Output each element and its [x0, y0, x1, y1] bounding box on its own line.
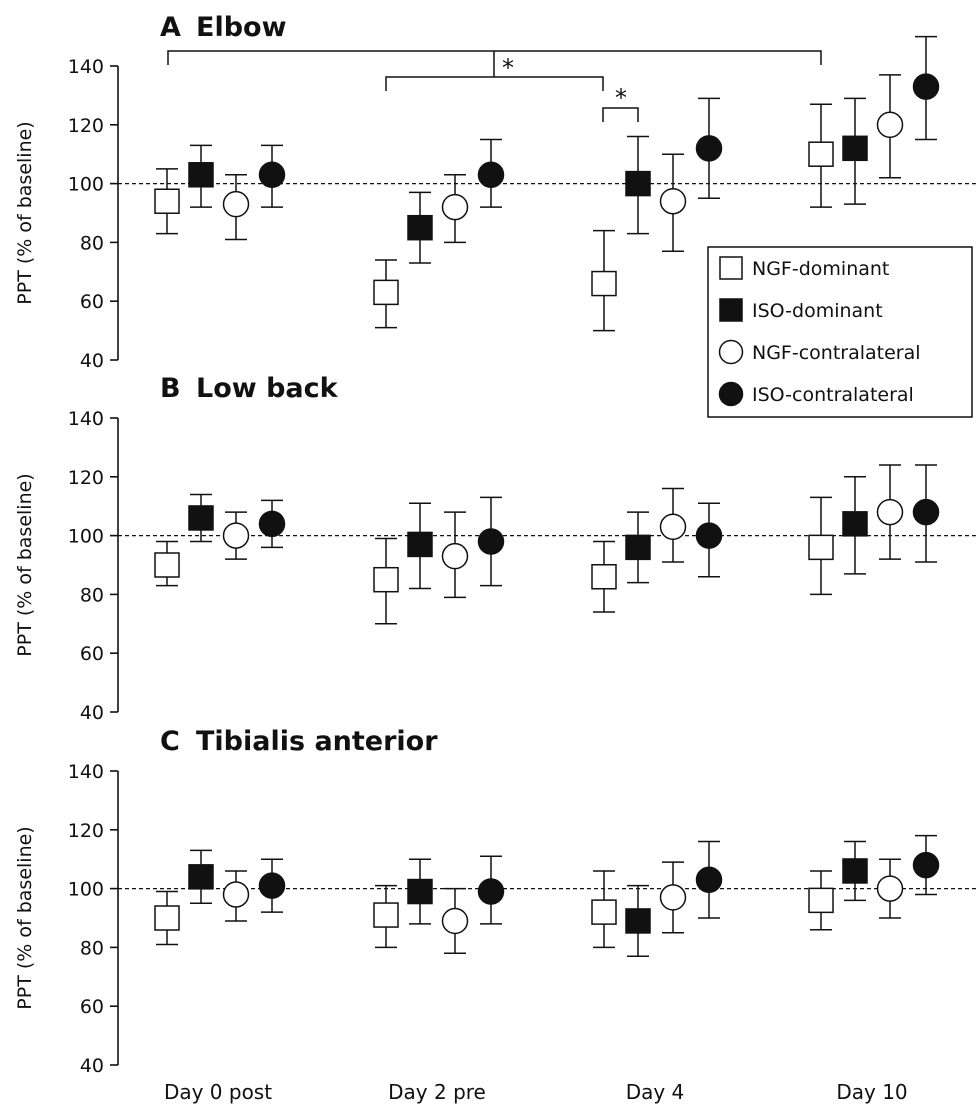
y-tick-label: 120: [68, 115, 104, 137]
data-point-iso-contralateral: [477, 878, 505, 905]
legend-label: NGF-contralateral: [752, 342, 921, 364]
y-tick-label: 120: [68, 467, 104, 489]
data-point-ngf-dominant: [373, 902, 399, 928]
y-tick-label: 140: [68, 408, 104, 430]
y-tick-label: 60: [80, 643, 104, 665]
data-point-iso-dominant: [625, 534, 651, 561]
data-point-iso-contralateral: [477, 528, 505, 555]
data-point-iso-dominant: [842, 135, 868, 162]
panel-letter: A: [160, 12, 181, 43]
y-tick-label: 80: [80, 937, 104, 959]
data-point-ngf-contralateral: [222, 881, 250, 908]
data-point-iso-contralateral: [258, 161, 286, 189]
data-point-iso-dominant: [407, 878, 433, 905]
data-point-iso-contralateral: [912, 498, 940, 526]
y-tick-label: 40: [80, 1055, 104, 1077]
y-tick-label: 40: [80, 702, 104, 724]
data-point-ngf-contralateral: [659, 187, 687, 215]
legend: NGF-dominant ISO-dominant NGF-contralatera…: [707, 246, 973, 418]
data-point-ngf-contralateral: [876, 111, 904, 139]
y-axis-label: PPT (% of baseline): [14, 826, 36, 1009]
significance-bracket: [602, 107, 639, 122]
significance-bracket: [385, 76, 604, 91]
data-point-ngf-contralateral: [659, 884, 687, 911]
panel-title: Elbow: [196, 12, 287, 43]
y-tick-label: 140: [68, 761, 104, 783]
data-point-ngf-contralateral: [222, 522, 250, 549]
y-tick-label: 100: [68, 526, 104, 548]
y-tick-label: 100: [68, 879, 104, 901]
y-tick-label: 60: [80, 291, 104, 313]
panel-letter: C: [160, 726, 180, 757]
x-category-label: Day 0 post: [164, 1080, 272, 1104]
data-point-iso-dominant: [188, 864, 214, 890]
data-point-ngf-contralateral: [441, 193, 469, 221]
y-tick-label: 140: [68, 56, 104, 78]
data-point-ngf-contralateral: [659, 513, 687, 541]
data-point-iso-contralateral: [912, 73, 940, 100]
data-point-iso-dominant: [188, 162, 214, 188]
panel-a: A Elbow 40 60 80 100 120 140 PPT (% of baseline)…: [14, 12, 976, 372]
data-point-iso-dominant: [842, 511, 868, 537]
data-point-ngf-dominant: [154, 905, 180, 931]
data-point-iso-contralateral: [477, 161, 505, 189]
y-tick-label: 100: [68, 174, 104, 196]
significance-star: *: [615, 84, 627, 112]
data-point-iso-contralateral: [695, 866, 723, 894]
legend-label: ISO-contralateral: [752, 384, 914, 406]
data-point-ngf-contralateral: [441, 907, 469, 935]
panel-b: B Low back 40 60 80 100 120 140 PPT (% of baseli…: [14, 373, 976, 724]
data-point-ngf-contralateral: [876, 875, 904, 902]
legend-marker-ngf-dominant: [719, 256, 743, 280]
y-tick-label: 120: [68, 820, 104, 842]
data-point-ngf-contralateral: [876, 498, 904, 526]
data-point-ngf-dominant: [373, 279, 399, 306]
data-point-ngf-dominant: [591, 564, 617, 590]
data-point-iso-dominant: [625, 170, 651, 197]
data-point-ngf-dominant: [808, 534, 834, 561]
legend-label: NGF-dominant: [752, 258, 889, 280]
data-point-ngf-contralateral: [441, 542, 469, 570]
data-point-ngf-dominant: [591, 899, 617, 925]
data-point-iso-dominant: [407, 214, 433, 241]
data-point-iso-contralateral: [912, 851, 940, 879]
panel-c: C Tibialis anterior 40 60 80 100 120 140 PPT (% …: [14, 726, 976, 1077]
data-point-iso-contralateral: [258, 510, 286, 538]
legend-box: [707, 246, 973, 418]
legend-marker-iso-contralateral: [718, 381, 744, 407]
data-point-ngf-dominant: [154, 188, 180, 214]
panel-letter: B: [160, 373, 181, 404]
data-point-iso-dominant: [188, 505, 214, 531]
x-category-label: Day 2 pre: [388, 1080, 486, 1104]
data-point-iso-dominant: [625, 908, 651, 934]
y-tick-label: 80: [80, 232, 104, 254]
data-point-ngf-dominant: [373, 566, 399, 593]
significance-star: *: [502, 54, 514, 82]
data-point-iso-contralateral: [695, 522, 723, 549]
data-point-ngf-dominant: [591, 270, 617, 297]
data-point-ngf-dominant: [154, 552, 180, 578]
legend-marker-iso-dominant: [719, 298, 743, 322]
y-tick-label: 80: [80, 584, 104, 606]
y-tick-label: 60: [80, 996, 104, 1018]
x-category-label: Day 4: [626, 1080, 685, 1104]
y-axis-label: PPT (% of baseline): [14, 473, 36, 656]
legend-marker-ngf-contralateral: [718, 339, 744, 365]
y-axis-label: PPT (% of baseline): [14, 121, 36, 304]
data-point-ngf-dominant: [808, 141, 834, 167]
panel-title: Tibialis anterior: [196, 726, 438, 757]
panel-title: Low back: [196, 373, 339, 404]
data-point-iso-contralateral: [695, 135, 723, 162]
data-point-ngf-contralateral: [222, 190, 250, 218]
data-point-iso-dominant: [407, 531, 433, 558]
data-point-iso-contralateral: [258, 872, 286, 899]
x-category-label: Day 10: [836, 1080, 907, 1104]
data-point-ngf-dominant: [808, 887, 834, 914]
legend-label: ISO-dominant: [752, 300, 883, 322]
y-tick-label: 40: [80, 350, 104, 372]
data-point-iso-dominant: [842, 858, 868, 884]
